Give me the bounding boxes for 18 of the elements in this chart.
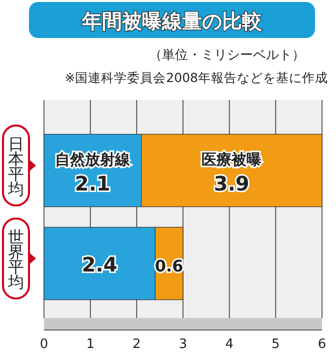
data-label: 2.4 xyxy=(82,252,118,276)
x-tick-label: 5 xyxy=(272,337,280,352)
y-tick-label: 世界平均 xyxy=(7,228,24,292)
chart-subtitle: （単位・ミリシーベルト） xyxy=(149,48,305,63)
x-tick-label: 1 xyxy=(86,337,94,352)
data-label: 0.6 xyxy=(154,256,184,276)
x-tick-label: 6 xyxy=(318,337,326,352)
x-tick-label: 2 xyxy=(132,337,141,352)
y-tick-label: 日本平均 xyxy=(7,134,24,198)
chart-title: 年間被曝線量の比較 xyxy=(81,9,263,33)
x-tick-label: 3 xyxy=(178,337,188,352)
x-tick-label: 0 xyxy=(40,337,48,352)
series-label: 医療被曝 xyxy=(202,150,262,168)
x-tick-label: 4 xyxy=(225,337,234,352)
series-label: 自然放射線 xyxy=(55,150,132,168)
data-label: 3.9 xyxy=(214,172,250,196)
data-label: 2.1 xyxy=(74,172,110,196)
text: ※国連科学委員会2008年報告などを基に作成 xyxy=(64,70,328,85)
